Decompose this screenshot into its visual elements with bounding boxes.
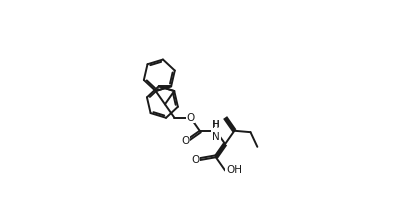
Text: O: O [191, 155, 199, 165]
Text: N: N [212, 131, 220, 141]
Text: O: O [186, 113, 194, 123]
Text: OH: OH [226, 166, 242, 176]
Text: O: O [182, 136, 190, 146]
Text: H: H [212, 120, 219, 129]
Text: H
N: H N [212, 120, 220, 142]
